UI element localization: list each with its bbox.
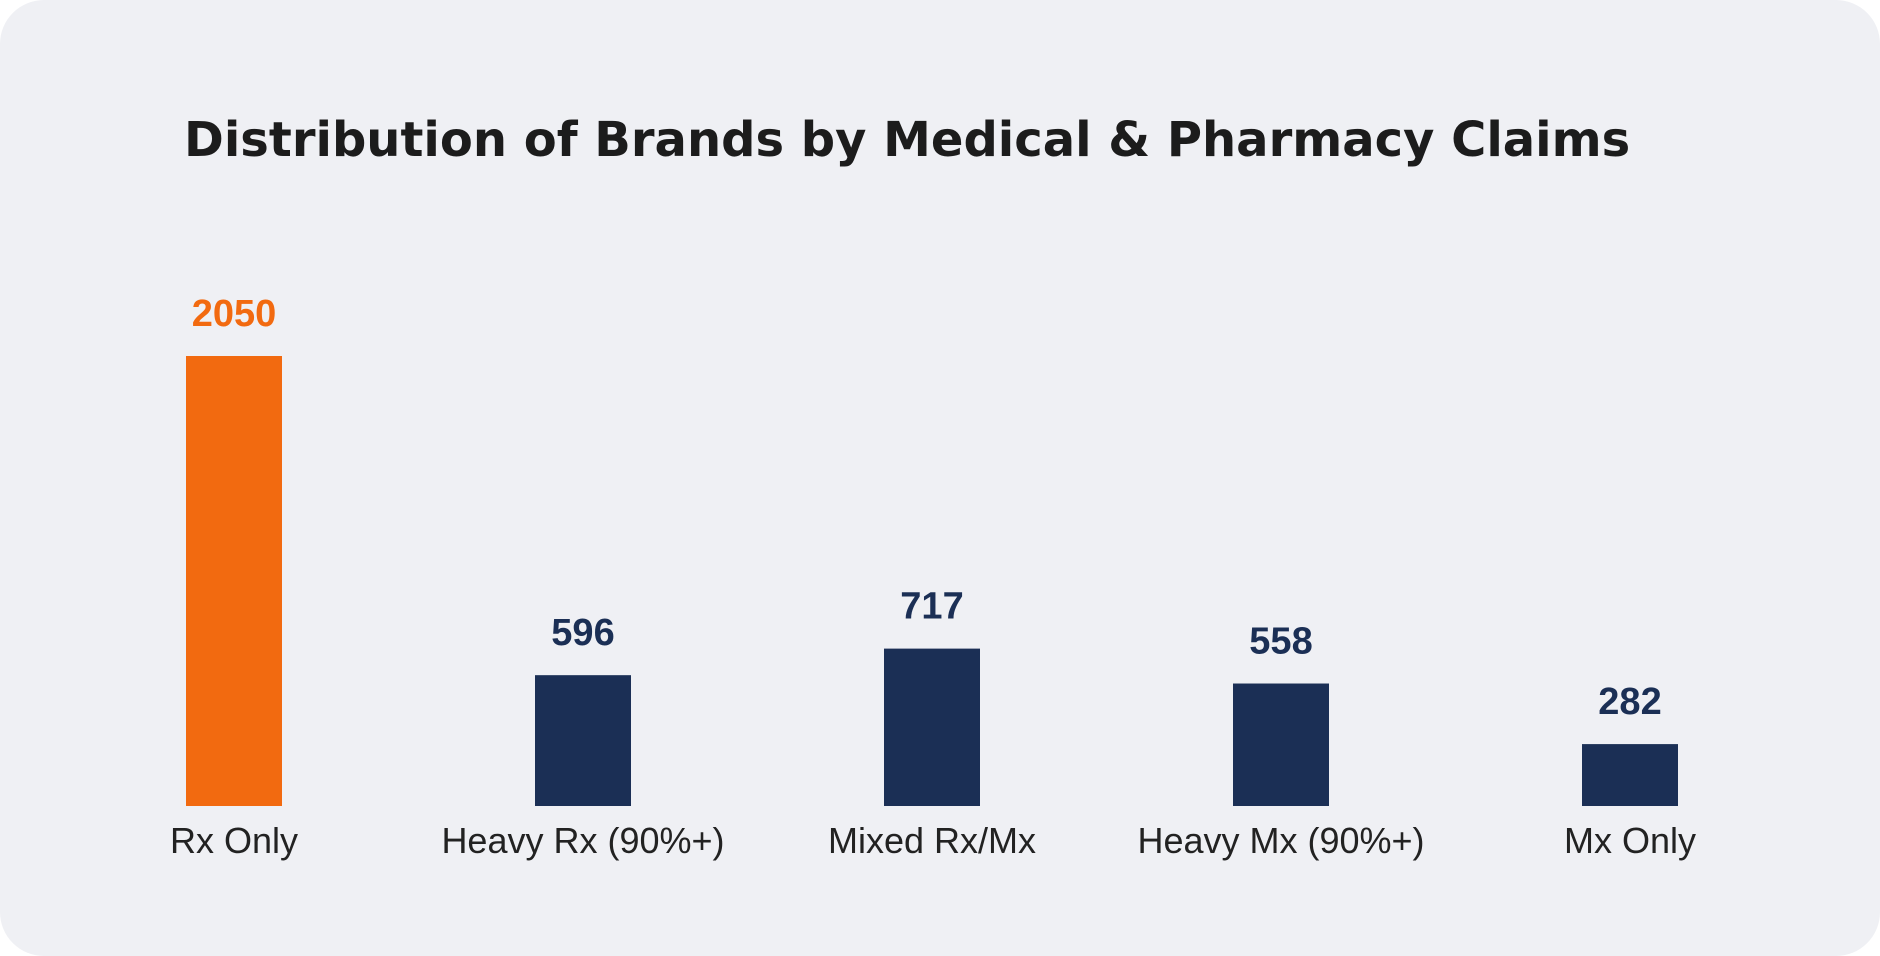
category-label-0: Rx Only bbox=[170, 820, 298, 861]
value-label-0: 2050 bbox=[192, 293, 277, 335]
value-label-1: 596 bbox=[551, 612, 614, 654]
category-label-4: Mx Only bbox=[1564, 820, 1696, 861]
bar-2 bbox=[884, 648, 980, 806]
bar-0 bbox=[186, 356, 282, 806]
bar-4 bbox=[1582, 744, 1678, 806]
bar-1 bbox=[535, 675, 631, 806]
chart-title: Distribution of Brands by Medical & Phar… bbox=[184, 112, 1631, 168]
category-label-1: Heavy Rx (90%+) bbox=[441, 820, 724, 861]
category-label-2: Mixed Rx/Mx bbox=[828, 820, 1036, 861]
value-label-4: 282 bbox=[1598, 681, 1661, 723]
value-label-3: 558 bbox=[1249, 621, 1312, 663]
value-label-2: 717 bbox=[900, 586, 963, 628]
category-label-3: Heavy Mx (90%+) bbox=[1137, 820, 1424, 861]
bar-3 bbox=[1233, 683, 1329, 806]
